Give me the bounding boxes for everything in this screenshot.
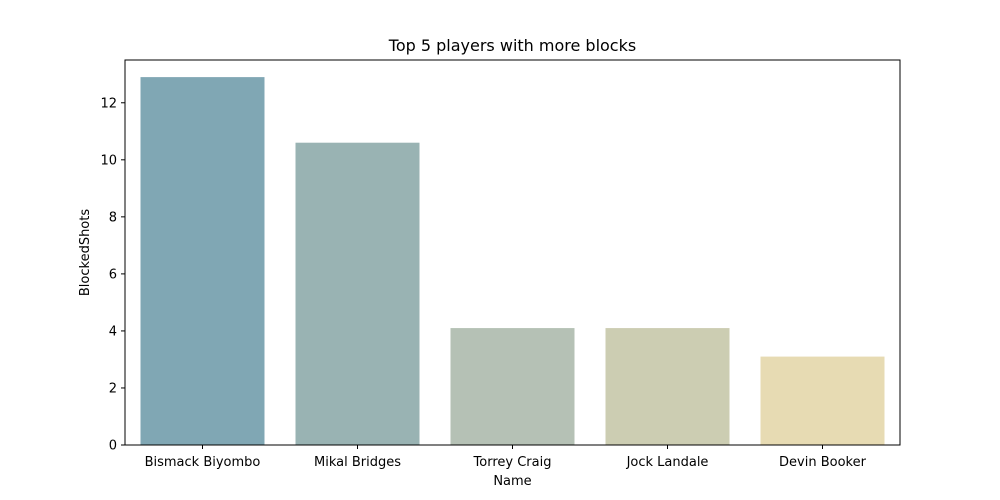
y-tick-label-1: 2 [109, 381, 117, 396]
bar-2 [450, 328, 575, 445]
bar-0 [140, 77, 265, 445]
x-axis: Bismack Biyombo Mikal Bridges Torrey Craig… [145, 445, 867, 470]
y-axis: 0 2 4 6 8 10 12 [100, 96, 125, 454]
x-tick-label-1: Mikal Bridges [314, 455, 401, 470]
x-tick-label-4: Devin Booker [779, 455, 867, 470]
bar-1 [295, 142, 420, 445]
y-tick-label-0: 0 [109, 439, 117, 454]
bars-group [140, 77, 885, 445]
y-tick-label-4: 8 [109, 210, 117, 225]
x-tick-label-3: Jock Landale [626, 455, 709, 470]
x-axis-label: Name [493, 474, 531, 489]
y-tick-label-5: 10 [100, 153, 117, 168]
y-tick-label-3: 6 [109, 267, 117, 282]
y-tick-label-6: 12 [100, 96, 117, 111]
bar-4 [760, 356, 885, 445]
y-axis-label: BlockedShots [78, 209, 93, 296]
x-tick-label-2: Torrey Craig [473, 455, 552, 470]
bar-3 [605, 328, 730, 445]
y-tick-label-2: 4 [109, 324, 117, 339]
plot-frame [124, 59, 901, 446]
x-tick-label-0: Bismack Biyombo [145, 455, 261, 470]
chart-title: Top 5 players with more blocks [388, 36, 636, 55]
